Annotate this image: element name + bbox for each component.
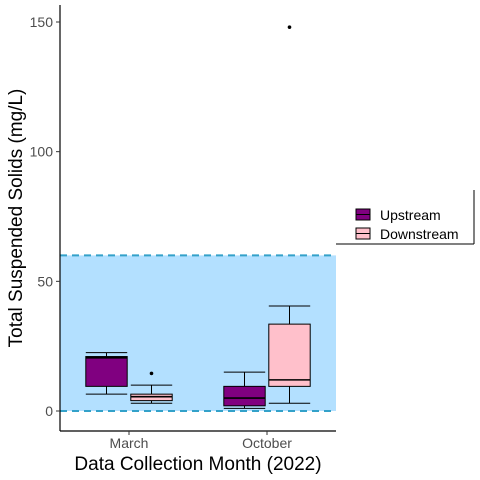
y-tick-label: 150 — [30, 14, 54, 30]
x-axis-title: Data Collection Month (2022) — [74, 454, 321, 475]
x-tick-label: October — [242, 435, 292, 451]
outlier-point — [149, 371, 154, 376]
box-body — [268, 323, 311, 387]
y-tick-label: 0 — [45, 403, 53, 419]
axes-layer: 0 50 100 150 March October — [30, 5, 336, 451]
legend-label: Downstream — [380, 226, 459, 242]
box-upstream-october — [223, 371, 266, 409]
box-body — [223, 385, 266, 407]
y-tick-label: 100 — [30, 144, 54, 160]
box-body — [85, 356, 128, 387]
box-downstream-march — [130, 371, 173, 404]
y-tick-label: 50 — [37, 273, 53, 289]
box-downstream-october — [268, 25, 311, 404]
legend-label: Upstream — [380, 207, 441, 223]
box-upstream-march — [85, 352, 128, 395]
outlier-point — [287, 25, 292, 29]
x-tick-label: March — [110, 435, 149, 451]
legend-key-downstream: Downstream — [355, 226, 459, 242]
boxes-layer — [85, 25, 311, 409]
legend: Upstream Downstream — [336, 190, 475, 245]
legend-key-upstream: Upstream — [355, 207, 441, 223]
y-axis-title: Total Suspended Solids (mg/L) — [6, 89, 27, 348]
